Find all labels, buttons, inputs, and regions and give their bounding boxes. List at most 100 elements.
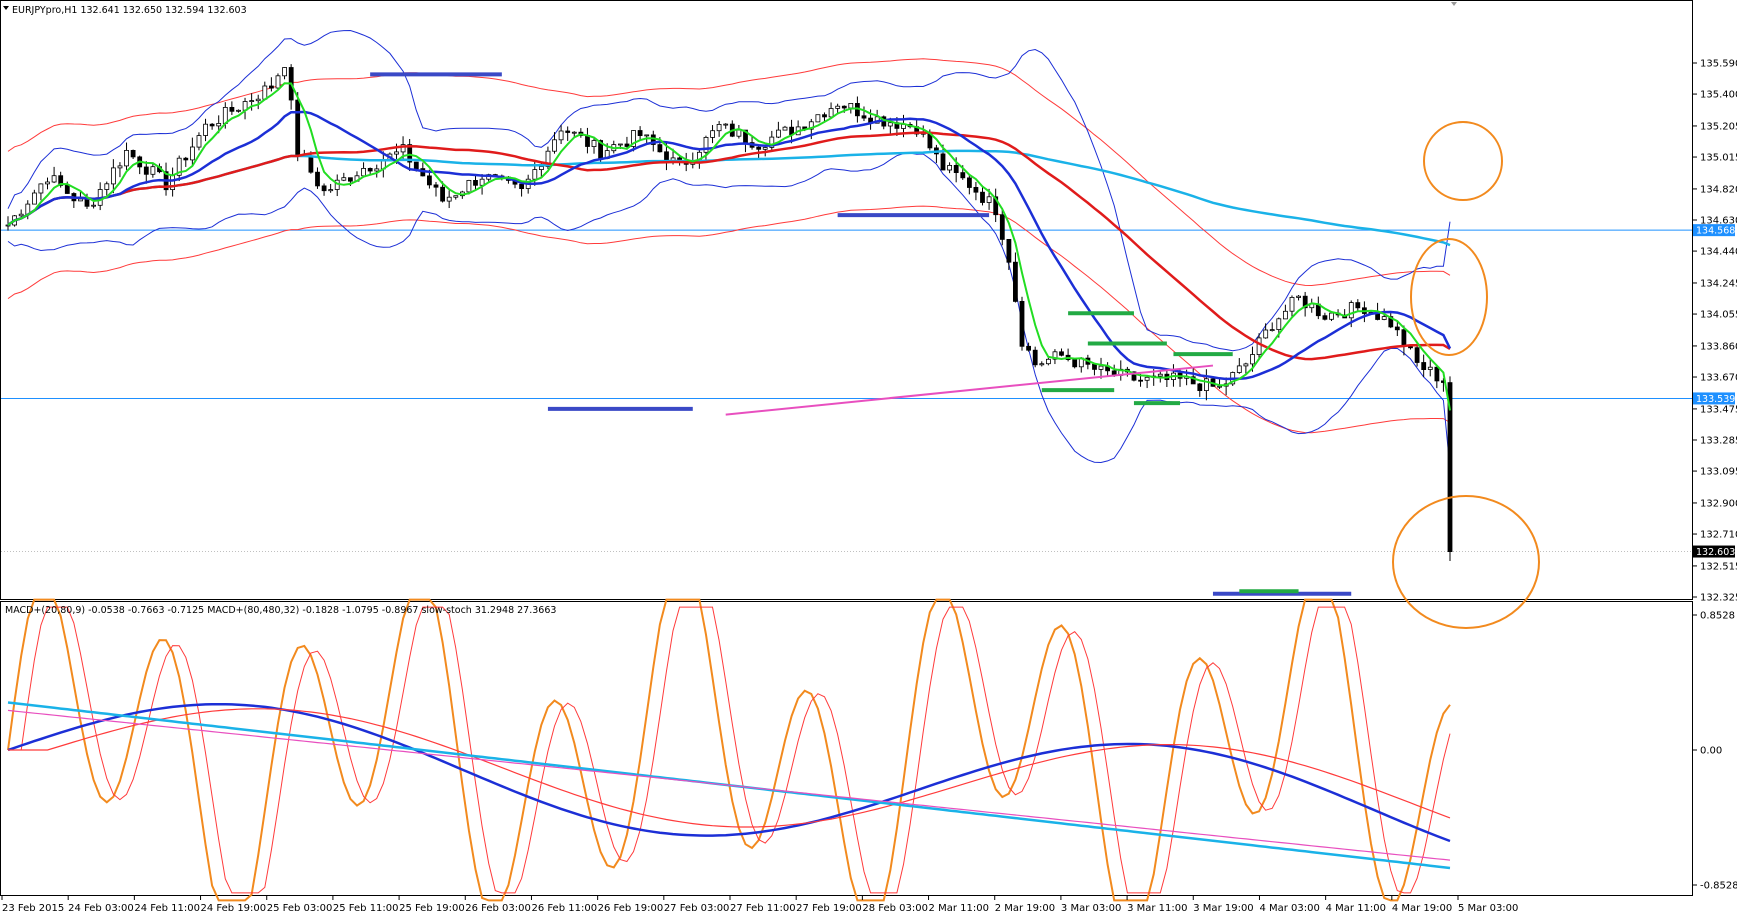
x-tick-label: 4 Mar 19:00 <box>1392 903 1452 914</box>
candle-body <box>433 184 439 188</box>
candle-body <box>1414 347 1420 363</box>
candle-body <box>960 172 966 179</box>
candle-body <box>341 177 347 181</box>
stoch-main-line <box>7 598 1451 902</box>
candle-body <box>150 166 156 175</box>
candle-body <box>394 151 399 155</box>
candle-body <box>539 166 544 170</box>
candle-body <box>124 149 129 167</box>
candle-body <box>1072 359 1078 368</box>
candle-body <box>1388 316 1394 328</box>
price-tag <box>1693 392 1735 405</box>
candle-body <box>762 147 768 150</box>
candle-body <box>1190 376 1196 385</box>
x-tick-label: 2 Mar 19:00 <box>995 903 1055 914</box>
candle-body <box>1401 329 1407 347</box>
x-tick-label: 5 Mar 03:00 <box>1458 903 1518 914</box>
candle-body <box>993 196 999 216</box>
candle-body <box>585 135 590 147</box>
x-tick-label: 24 Feb 11:00 <box>134 903 200 914</box>
candle-body <box>1032 349 1038 366</box>
candle-body <box>828 108 834 118</box>
candle-body <box>532 169 538 180</box>
candle-body <box>1026 345 1031 351</box>
y-tick-label: 135.400 <box>1700 90 1737 101</box>
x-tick-label: 25 Feb 11:00 <box>333 903 399 914</box>
candle-body <box>64 184 70 194</box>
candle-body <box>703 136 709 153</box>
macd-fast-line <box>7 702 1451 843</box>
x-tick-label: 24 Feb 19:00 <box>201 903 267 914</box>
y-tick-label: 134.820 <box>1700 184 1737 195</box>
highlight-ellipse <box>1392 495 1540 629</box>
candle-body <box>367 167 373 172</box>
axes: 135.590 135.400 135.205 135.015 134.820 134.6… <box>1 58 1737 914</box>
x-tick-label: 24 Feb 03:00 <box>68 903 134 914</box>
ma-mid-line <box>7 110 1452 381</box>
candle-body <box>736 129 742 137</box>
candle-body <box>1046 358 1051 365</box>
highlight-ellipse <box>1423 121 1503 201</box>
price-tag-label: 133.539 <box>1696 394 1735 405</box>
candle-body <box>1013 261 1018 302</box>
candle-body <box>189 146 195 161</box>
y-tick-label: 132.325 <box>1700 593 1737 604</box>
x-tick-label: 4 Mar 03:00 <box>1259 903 1319 914</box>
candle-body <box>453 195 459 198</box>
candle-body <box>571 131 577 134</box>
x-tick-label: 26 Feb 03:00 <box>465 903 531 914</box>
sub-y-tick-label: 0.8528 <box>1700 611 1735 622</box>
candle-body <box>1322 315 1328 320</box>
candle-body <box>446 196 452 202</box>
envelope-upper-line <box>7 58 1451 287</box>
candle-body <box>637 130 643 136</box>
candle-body <box>295 99 301 156</box>
menu-triangle-icon[interactable] <box>3 6 9 10</box>
sub-y-tick-label: -0.8528 <box>1700 881 1737 892</box>
candle-body <box>1302 295 1308 309</box>
candle-body <box>1144 376 1150 381</box>
y-tick-label: 133.095 <box>1700 467 1737 478</box>
candle-body <box>249 100 255 102</box>
candle-body <box>1019 300 1025 347</box>
y-tick-label: 135.590 <box>1700 58 1737 69</box>
candle-body <box>940 153 946 171</box>
x-tick-label: 3 Mar 19:00 <box>1193 903 1253 914</box>
candle-body <box>1157 373 1163 377</box>
y-tick-label: 135.015 <box>1700 153 1737 164</box>
candle-body <box>999 214 1005 240</box>
candle-body <box>78 198 83 202</box>
highlight-ellipse <box>1410 238 1488 356</box>
candle-body <box>841 105 847 109</box>
x-tick-label: 4 Mar 11:00 <box>1326 903 1386 914</box>
y-tick-label: 133.475 <box>1700 404 1737 415</box>
candle-body <box>255 98 261 102</box>
candle-body <box>1092 363 1097 370</box>
y-tick-label: 134.245 <box>1700 278 1737 289</box>
candle-body <box>1263 329 1269 339</box>
candle-body <box>268 85 274 89</box>
candle-body <box>815 114 821 123</box>
candle-body <box>38 183 44 194</box>
candle-body <box>143 166 149 175</box>
stoch-signal-line <box>8 606 1451 894</box>
candle-body <box>216 123 222 127</box>
y-tick-label: 133.860 <box>1700 341 1737 352</box>
scroll-marker-icon[interactable] <box>1451 2 1457 6</box>
candle-body <box>808 121 814 130</box>
candle-body <box>18 213 24 217</box>
candle-body <box>887 122 893 127</box>
price-tag-label: 132.603 <box>1696 547 1735 558</box>
price-tag <box>1693 545 1735 558</box>
ma-slow-line <box>7 131 1451 361</box>
candle-body <box>558 130 564 141</box>
candle-body <box>84 198 90 207</box>
candle-body <box>769 136 775 148</box>
candle-body <box>591 140 597 147</box>
x-tick-label: 27 Feb 03:00 <box>664 903 730 914</box>
y-tick-label: 134.055 <box>1700 310 1737 321</box>
candle-body <box>756 146 762 150</box>
candle-body <box>848 103 854 109</box>
candle-body <box>328 189 334 192</box>
